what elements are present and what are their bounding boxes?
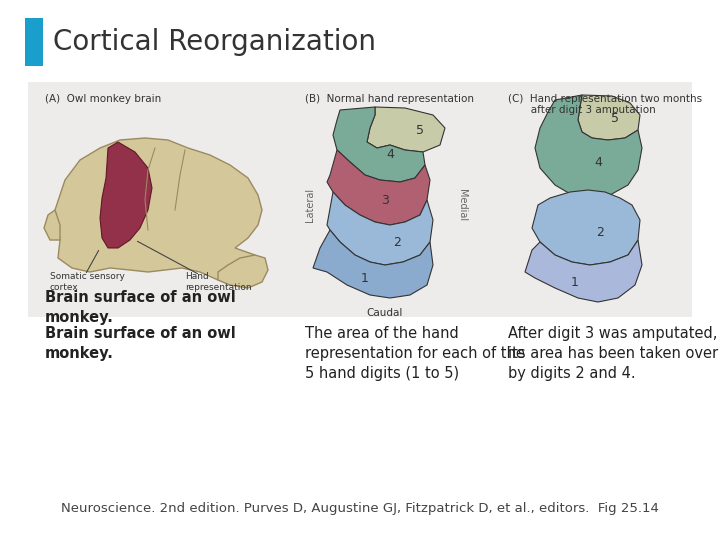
Text: 3: 3 <box>381 193 389 206</box>
Polygon shape <box>100 142 152 248</box>
Text: After digit 3 was amputated,
its area has been taken over
by digits 2 and 4.: After digit 3 was amputated, its area ha… <box>508 326 718 381</box>
Text: (B)  Normal hand representation: (B) Normal hand representation <box>305 94 474 104</box>
Polygon shape <box>333 107 425 182</box>
Polygon shape <box>535 95 642 200</box>
Polygon shape <box>578 95 640 140</box>
Text: Cortical Reorganization: Cortical Reorganization <box>53 28 376 56</box>
Text: Brain surface of an owl
monkey.: Brain surface of an owl monkey. <box>45 290 235 325</box>
Polygon shape <box>313 230 433 298</box>
Polygon shape <box>367 107 445 152</box>
Polygon shape <box>218 255 268 288</box>
Polygon shape <box>55 138 265 285</box>
Text: Lateral: Lateral <box>305 188 315 222</box>
Polygon shape <box>327 192 433 265</box>
Polygon shape <box>525 240 642 302</box>
Text: 4: 4 <box>594 156 602 168</box>
Text: 4: 4 <box>386 148 394 161</box>
Bar <box>28 82 692 317</box>
Text: (C)  Hand representation two months: (C) Hand representation two months <box>508 94 702 104</box>
Text: 2: 2 <box>596 226 604 239</box>
Text: Medial: Medial <box>457 189 467 221</box>
Text: Hand
representation: Hand representation <box>185 272 251 292</box>
Text: 2: 2 <box>393 235 401 248</box>
Text: 1: 1 <box>361 272 369 285</box>
Text: 5: 5 <box>611 111 619 125</box>
Text: (A)  Owl monkey brain: (A) Owl monkey brain <box>45 94 161 104</box>
Text: 1: 1 <box>571 275 579 288</box>
Polygon shape <box>532 190 640 265</box>
Polygon shape <box>44 210 60 240</box>
Text: after digit 3 amputation: after digit 3 amputation <box>508 105 656 115</box>
Text: 5: 5 <box>416 124 424 137</box>
Text: Somatic sensory
cortex: Somatic sensory cortex <box>50 272 125 292</box>
Text: Caudal: Caudal <box>366 308 403 318</box>
Text: Neuroscience. 2nd edition. Purves D, Augustine GJ, Fitzpatrick D, et al., editor: Neuroscience. 2nd edition. Purves D, Aug… <box>61 502 659 515</box>
Polygon shape <box>327 150 430 225</box>
Text: The area of the hand
representation for each of the
5 hand digits (1 to 5): The area of the hand representation for … <box>305 326 525 381</box>
Bar <box>25 18 43 66</box>
Text: Brain surface of an owl
monkey.: Brain surface of an owl monkey. <box>45 326 235 361</box>
